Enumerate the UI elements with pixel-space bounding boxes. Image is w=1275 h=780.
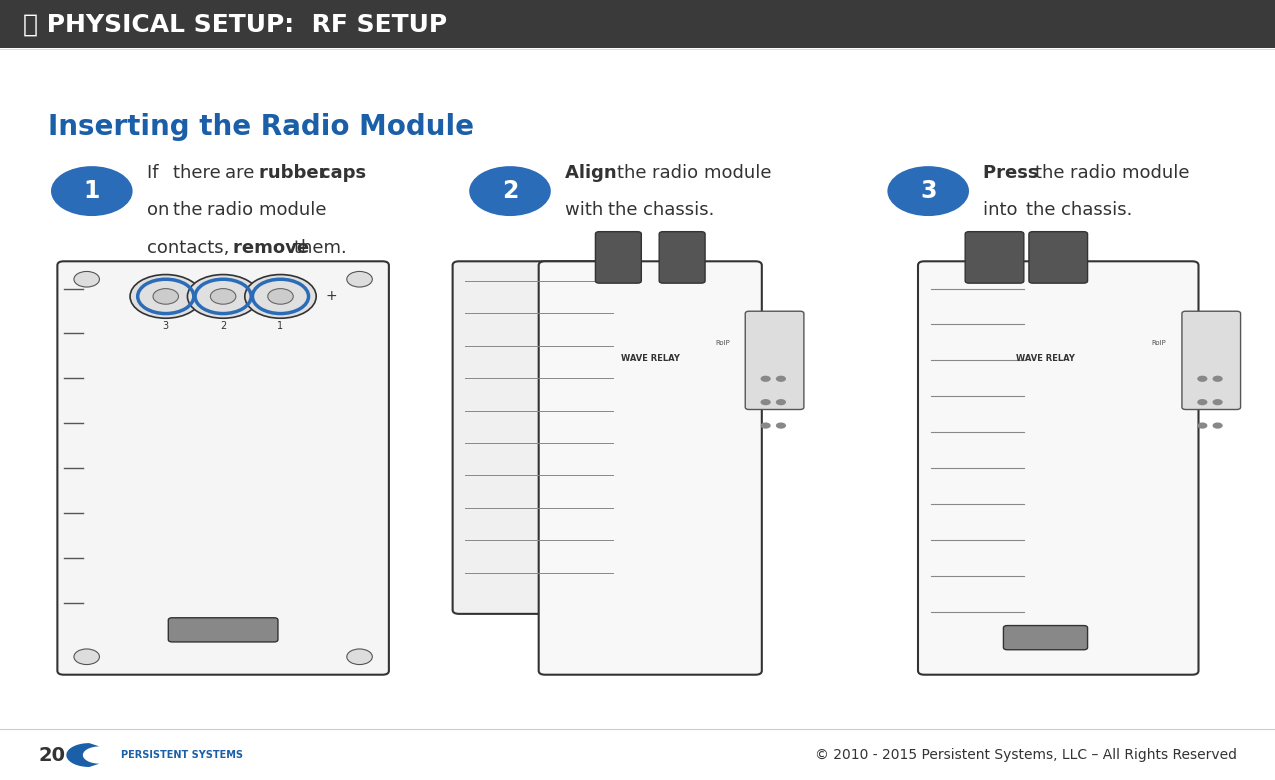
Circle shape	[775, 376, 785, 382]
Text: RoIP: RoIP	[1151, 340, 1167, 346]
Text: contacts,: contacts,	[147, 239, 235, 257]
Text: radio: radio	[652, 164, 704, 182]
Circle shape	[268, 289, 293, 304]
Circle shape	[775, 399, 785, 406]
Circle shape	[1213, 423, 1223, 429]
Text: 3: 3	[921, 179, 936, 203]
Text: WAVE RELAY: WAVE RELAY	[621, 354, 680, 363]
Text: WAVE RELAY: WAVE RELAY	[1016, 354, 1075, 363]
Text: the: the	[1026, 201, 1062, 219]
Text: the: the	[617, 164, 652, 182]
Circle shape	[1197, 376, 1207, 382]
Text: Inserting the Radio Module: Inserting the Radio Module	[48, 113, 474, 141]
Circle shape	[760, 376, 770, 382]
Text: ⚿ PHYSICAL SETUP:  RF SETUP: ⚿ PHYSICAL SETUP: RF SETUP	[23, 12, 448, 36]
Text: radio: radio	[208, 201, 259, 219]
Circle shape	[1197, 399, 1207, 406]
Text: them.: them.	[295, 239, 352, 257]
Text: 1: 1	[278, 321, 283, 331]
Text: 2: 2	[502, 179, 518, 203]
Text: module: module	[1122, 164, 1195, 182]
Text: chassis.: chassis.	[1061, 201, 1139, 219]
FancyBboxPatch shape	[745, 311, 805, 410]
Text: on: on	[147, 201, 175, 219]
FancyBboxPatch shape	[918, 261, 1198, 675]
Circle shape	[1213, 399, 1223, 406]
Circle shape	[130, 275, 201, 318]
Circle shape	[347, 271, 372, 287]
Text: remove: remove	[233, 239, 316, 257]
Text: caps: caps	[320, 164, 372, 182]
Text: 20: 20	[38, 746, 65, 764]
Circle shape	[1213, 376, 1223, 382]
Circle shape	[210, 289, 236, 304]
Text: module: module	[704, 164, 776, 182]
FancyBboxPatch shape	[659, 232, 705, 283]
Circle shape	[74, 271, 99, 287]
FancyBboxPatch shape	[0, 0, 1275, 48]
Text: Press: Press	[983, 164, 1044, 182]
Circle shape	[245, 275, 316, 318]
Circle shape	[887, 166, 969, 216]
Text: are: are	[224, 164, 260, 182]
Circle shape	[187, 275, 259, 318]
Text: the: the	[1035, 164, 1070, 182]
Text: there: there	[172, 164, 226, 182]
FancyBboxPatch shape	[1182, 311, 1241, 410]
Circle shape	[469, 166, 551, 216]
Circle shape	[51, 166, 133, 216]
Text: PERSISTENT SYSTEMS: PERSISTENT SYSTEMS	[121, 750, 244, 760]
Text: If: If	[147, 164, 164, 182]
Text: 2: 2	[221, 321, 226, 331]
Text: © 2010 - 2015 Persistent Systems, LLC – All Rights Reserved: © 2010 - 2015 Persistent Systems, LLC – …	[815, 748, 1237, 762]
FancyBboxPatch shape	[595, 232, 641, 283]
Circle shape	[1197, 423, 1207, 429]
Text: radio: radio	[1070, 164, 1122, 182]
Text: the: the	[172, 201, 208, 219]
Text: +: +	[325, 289, 338, 303]
Text: rubber: rubber	[259, 164, 334, 182]
Circle shape	[347, 649, 372, 665]
Text: into: into	[983, 201, 1024, 219]
Circle shape	[760, 399, 770, 406]
Circle shape	[775, 423, 785, 429]
Text: with: with	[565, 201, 609, 219]
Circle shape	[74, 649, 99, 665]
FancyBboxPatch shape	[57, 261, 389, 675]
FancyBboxPatch shape	[538, 261, 761, 675]
FancyBboxPatch shape	[1029, 232, 1088, 283]
Text: the: the	[608, 201, 644, 219]
Text: module: module	[259, 201, 333, 219]
Circle shape	[760, 423, 770, 429]
Text: RoIP: RoIP	[715, 340, 729, 346]
FancyBboxPatch shape	[1003, 626, 1088, 650]
Text: 3: 3	[163, 321, 168, 331]
FancyBboxPatch shape	[965, 232, 1024, 283]
Polygon shape	[66, 743, 99, 767]
Text: 1: 1	[84, 179, 99, 203]
FancyBboxPatch shape	[453, 261, 626, 614]
Circle shape	[153, 289, 179, 304]
FancyBboxPatch shape	[168, 618, 278, 642]
Text: chassis.: chassis.	[643, 201, 720, 219]
Text: Align: Align	[565, 164, 622, 182]
